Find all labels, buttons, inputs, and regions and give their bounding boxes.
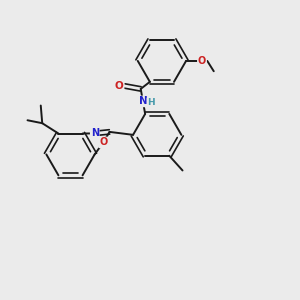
Text: O: O [198,56,206,66]
Text: N: N [91,128,99,138]
Text: H: H [147,98,155,107]
Text: N: N [139,96,147,106]
Text: O: O [99,137,107,147]
Text: O: O [115,81,124,91]
